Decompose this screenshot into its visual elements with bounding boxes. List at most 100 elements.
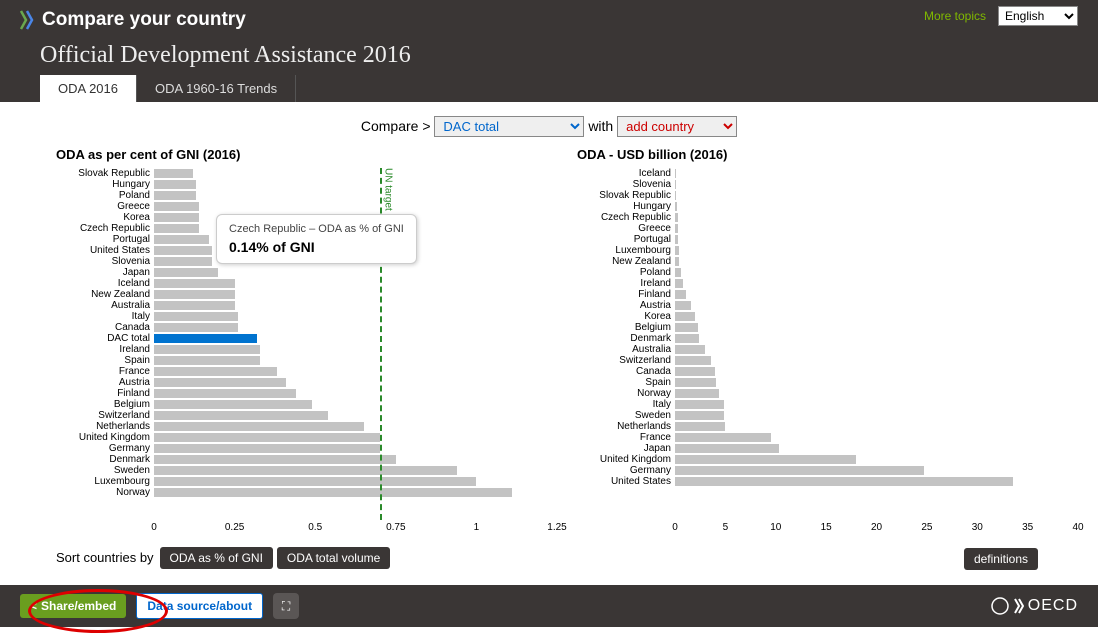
chart-row[interactable]: Poland [577,267,1078,278]
bar[interactable] [675,466,924,475]
chart-row[interactable]: Greece [577,223,1078,234]
bar[interactable] [675,433,771,442]
bar[interactable] [154,444,380,453]
bar[interactable] [154,202,199,211]
bar[interactable] [675,477,1013,486]
chart-row[interactable]: Spain [56,355,557,366]
chart-row[interactable]: United Kingdom [577,454,1078,465]
chart-row[interactable]: Ireland [56,344,557,355]
sort-option[interactable]: ODA as % of GNI [160,547,273,569]
share-embed-button[interactable]: < Share/embed [20,594,126,618]
sort-option[interactable]: ODA total volume [277,547,390,569]
bar[interactable] [154,180,196,189]
bar[interactable] [154,246,212,255]
bar[interactable] [675,345,705,354]
chart-row[interactable]: Korea [577,311,1078,322]
chart-row[interactable]: Finland [577,289,1078,300]
chart-row[interactable]: Italy [56,311,557,322]
bar[interactable] [675,378,716,387]
chart-row[interactable]: Belgium [577,322,1078,333]
chart-row[interactable]: Norway [577,388,1078,399]
chart-row[interactable]: Switzerland [56,410,557,421]
bar[interactable] [675,268,681,277]
chart-row[interactable]: Italy [577,399,1078,410]
fullscreen-button[interactable]: ⛶ [273,593,299,619]
bar[interactable] [675,334,699,343]
bar[interactable] [154,400,312,409]
bar[interactable] [154,477,476,486]
chart-row[interactable]: Luxembourg [577,245,1078,256]
secondary-country-select[interactable]: add country [617,116,737,137]
chart-row[interactable]: New Zealand [56,289,557,300]
chart-row[interactable]: Australia [577,344,1078,355]
bar[interactable] [675,235,678,244]
chart-row[interactable]: Portugal [577,234,1078,245]
tab[interactable]: ODA 1960-16 Trends [137,75,296,102]
chart-row[interactable]: Hungary [56,179,557,190]
chart-row[interactable]: DAC total [56,333,557,344]
bar[interactable] [154,191,196,200]
definitions-button[interactable]: definitions [964,548,1038,570]
chart-row[interactable]: Denmark [56,454,557,465]
chart-row[interactable]: France [56,366,557,377]
bar[interactable] [154,257,212,266]
bar[interactable] [675,389,719,398]
chart-row[interactable]: United Kingdom [56,432,557,443]
chart-row[interactable]: Austria [56,377,557,388]
bar[interactable] [675,312,695,321]
chart-row[interactable]: Spain [577,377,1078,388]
chart-row[interactable]: Greece [56,201,557,212]
chart-row[interactable]: Australia [56,300,557,311]
chart-row[interactable]: Iceland [577,168,1078,179]
chart-row[interactable]: Belgium [56,399,557,410]
bar[interactable] [675,444,779,453]
chart-row[interactable]: Finland [56,388,557,399]
chart-row[interactable]: Netherlands [577,421,1078,432]
chart-row[interactable]: Luxembourg [56,476,557,487]
bar[interactable] [675,191,676,200]
bar[interactable] [675,279,683,288]
bar[interactable] [675,202,677,211]
chart-row[interactable]: Ireland [577,278,1078,289]
chart-row[interactable]: Czech Republic [577,212,1078,223]
bar[interactable] [154,433,380,442]
language-select[interactable]: English [998,6,1078,26]
bar[interactable] [154,224,199,233]
bar[interactable] [154,411,328,420]
bar[interactable] [675,290,686,299]
chart-row[interactable]: Japan [577,443,1078,454]
bar[interactable] [675,169,676,178]
bar[interactable] [154,378,286,387]
chart-row[interactable]: Sweden [56,465,557,476]
bar[interactable] [154,235,209,244]
chart-row[interactable]: Austria [577,300,1078,311]
bar[interactable] [675,323,698,332]
chart-row[interactable]: United States [577,476,1078,487]
bar[interactable] [154,169,193,178]
bar[interactable] [154,345,260,354]
chart-row[interactable]: Norway [56,487,557,498]
bar[interactable] [154,488,512,497]
bar[interactable] [154,312,238,321]
chart-row[interactable]: France [577,432,1078,443]
bar[interactable] [154,422,364,431]
bar[interactable] [675,257,679,266]
bar[interactable] [154,213,199,222]
chart-row[interactable]: Switzerland [577,355,1078,366]
bar[interactable] [675,246,679,255]
bar[interactable] [154,323,238,332]
bar[interactable] [675,224,678,233]
data-source-about-button[interactable]: Data source/about [136,593,263,619]
bar[interactable] [675,422,725,431]
chart-row[interactable]: Sweden [577,410,1078,421]
bar[interactable] [675,356,711,365]
chart-row[interactable]: Canada [577,366,1078,377]
chart-row[interactable]: Slovenia [577,179,1078,190]
chart-row[interactable]: Netherlands [56,421,557,432]
chart-row[interactable]: Germany [56,443,557,454]
bar[interactable] [154,356,260,365]
chart-row[interactable]: Slovak Republic [56,168,557,179]
bar[interactable] [675,455,856,464]
bar[interactable] [154,301,235,310]
bar[interactable] [154,290,235,299]
